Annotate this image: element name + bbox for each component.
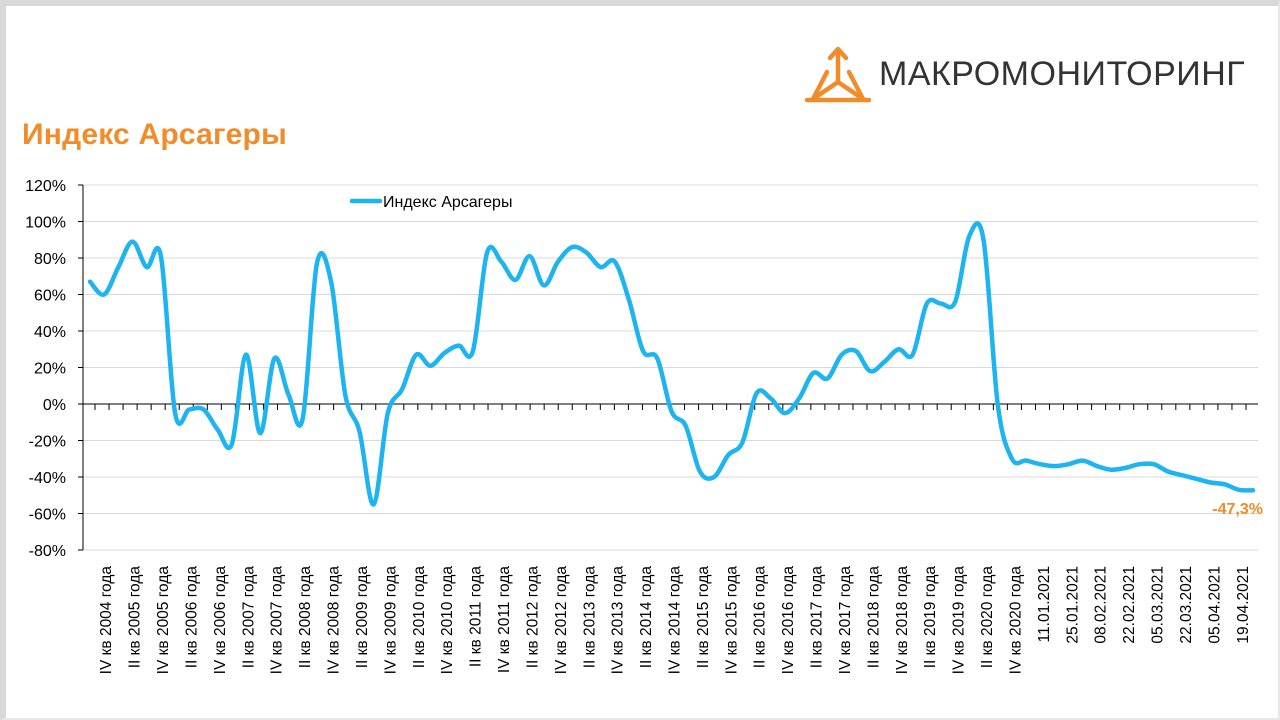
arrows-triangle-icon [805, 46, 871, 103]
x-tick-label: II кв 2016 года [752, 566, 769, 669]
x-tick-label: II кв 2018 года [865, 566, 882, 669]
x-tick-label: II кв 2006 года [183, 566, 200, 669]
x-tick-label: 05.03.2021 [1150, 566, 1167, 644]
x-tick-label: 25.01.2021 [1064, 566, 1081, 644]
legend-label: Индекс Арсагеры [383, 194, 512, 211]
x-tick-label: II кв 2013 года [581, 566, 598, 669]
brand-logo: МАКРОМОНИТОРИНГ [805, 44, 1245, 106]
x-tick-label: 19.04.2021 [1235, 566, 1252, 644]
y-tick-label: 40% [34, 324, 66, 341]
last-value-label: -47,3% [1212, 501, 1263, 518]
x-tick-label: II кв 2012 года [524, 566, 541, 669]
x-tick-label: II кв 2014 года [638, 566, 655, 669]
x-tick-label: IV кв 2007 года [269, 566, 286, 675]
y-tick-label: -20% [29, 434, 66, 451]
x-tick-label: 08.02.2021 [1093, 566, 1110, 644]
x-tick-label: II кв 2005 года [127, 566, 144, 669]
x-tick-label: IV кв 2011 года [496, 566, 513, 674]
x-tick-label: IV кв 2020 года [1007, 566, 1024, 675]
x-tick-label: 22.02.2021 [1121, 566, 1138, 644]
x-tick-label: IV кв 2019 года [951, 566, 968, 675]
x-tick-label: IV кв 2010 года [439, 566, 456, 675]
y-tick-label: 80% [34, 251, 66, 268]
x-tick-label: II кв 2008 года [297, 566, 314, 669]
x-tick-label: 11.01.2021 [1036, 566, 1053, 642]
logo-text: МАКРОМОНИТОРИНГ [879, 55, 1246, 93]
x-tick-label: II кв 2009 года [354, 566, 371, 669]
x-tick-label: IV кв 2014 года [667, 566, 684, 675]
x-tick-label: IV кв 2006 года [212, 566, 229, 675]
x-tick-label: II кв 2011 года [468, 566, 485, 668]
x-tick-label: IV кв 2005 года [155, 566, 172, 675]
series-line [87, 221, 1256, 507]
x-tick-label: II кв 2019 года [922, 566, 939, 669]
y-tick-label: 20% [34, 361, 66, 378]
x-tick-label: II кв 2020 года [979, 566, 996, 669]
x-tick-label: II кв 2010 года [411, 566, 428, 669]
x-tick-label: II кв 2017 года [809, 566, 826, 669]
y-tick-label: 120% [25, 178, 66, 195]
y-tick-label: 0% [43, 397, 66, 414]
y-tick-label: -60% [29, 507, 66, 524]
x-tick-label: IV кв 2016 года [780, 566, 797, 675]
x-tick-label: IV кв 2008 года [326, 566, 343, 675]
chart-title: Индекс Арсагеры [22, 118, 287, 151]
x-tick-label: IV кв 2009 года [382, 566, 399, 675]
x-tick-label: 05.04.2021 [1206, 566, 1223, 644]
x-tick-label: IV кв 2012 года [553, 566, 570, 675]
y-tick-label: 100% [25, 215, 66, 232]
x-tick-label: II кв 2007 года [240, 566, 257, 669]
x-tick-label: IV кв 2013 года [610, 566, 627, 675]
y-tick-label: 60% [34, 288, 66, 305]
x-tick-label: IV кв 2018 года [894, 566, 911, 675]
x-tick-label: II кв 2015 года [695, 566, 712, 669]
y-tick-label: -40% [29, 470, 66, 487]
x-tick-label: IV кв 2004 года [98, 566, 115, 675]
y-tick-label: -80% [29, 543, 66, 560]
x-tick-label: 22.03.2021 [1178, 566, 1195, 644]
x-tick-label: IV кв 2017 года [837, 566, 854, 675]
x-tick-label: IV кв 2015 года [723, 566, 740, 675]
